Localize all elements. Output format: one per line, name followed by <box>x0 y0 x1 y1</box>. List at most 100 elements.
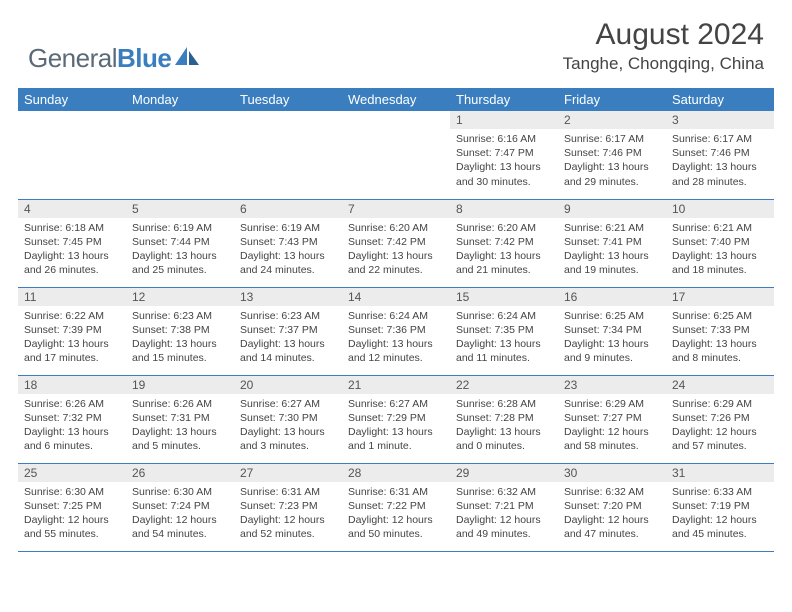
day-number: 1 <box>450 111 558 129</box>
logo-sail-icon <box>175 45 201 72</box>
calendar-cell: 1Sunrise: 6:16 AMSunset: 7:47 PMDaylight… <box>450 111 558 199</box>
calendar-cell: 16Sunrise: 6:25 AMSunset: 7:34 PMDayligh… <box>558 287 666 375</box>
calendar-cell: 25Sunrise: 6:30 AMSunset: 7:25 PMDayligh… <box>18 463 126 551</box>
day-number: 12 <box>126 288 234 306</box>
calendar-cell: 18Sunrise: 6:26 AMSunset: 7:32 PMDayligh… <box>18 375 126 463</box>
calendar-cell <box>126 111 234 199</box>
day-header: Tuesday <box>234 88 342 111</box>
calendar-week-row: 25Sunrise: 6:30 AMSunset: 7:25 PMDayligh… <box>18 463 774 551</box>
day-number: 27 <box>234 464 342 482</box>
calendar-cell: 28Sunrise: 6:31 AMSunset: 7:22 PMDayligh… <box>342 463 450 551</box>
day-number: 19 <box>126 376 234 394</box>
calendar-cell: 7Sunrise: 6:20 AMSunset: 7:42 PMDaylight… <box>342 199 450 287</box>
calendar-cell: 26Sunrise: 6:30 AMSunset: 7:24 PMDayligh… <box>126 463 234 551</box>
calendar-cell: 29Sunrise: 6:32 AMSunset: 7:21 PMDayligh… <box>450 463 558 551</box>
calendar-week-row: 1Sunrise: 6:16 AMSunset: 7:47 PMDaylight… <box>18 111 774 199</box>
day-number: 17 <box>666 288 774 306</box>
day-info: Sunrise: 6:22 AMSunset: 7:39 PMDaylight:… <box>18 306 126 372</box>
day-info: Sunrise: 6:30 AMSunset: 7:24 PMDaylight:… <box>126 482 234 548</box>
day-header: Wednesday <box>342 88 450 111</box>
day-number: 26 <box>126 464 234 482</box>
day-number: 16 <box>558 288 666 306</box>
day-number: 23 <box>558 376 666 394</box>
calendar-cell: 30Sunrise: 6:32 AMSunset: 7:20 PMDayligh… <box>558 463 666 551</box>
calendar-cell: 19Sunrise: 6:26 AMSunset: 7:31 PMDayligh… <box>126 375 234 463</box>
calendar-cell <box>342 111 450 199</box>
calendar-cell: 20Sunrise: 6:27 AMSunset: 7:30 PMDayligh… <box>234 375 342 463</box>
day-header: Monday <box>126 88 234 111</box>
day-info: Sunrise: 6:17 AMSunset: 7:46 PMDaylight:… <box>666 129 774 195</box>
day-number: 29 <box>450 464 558 482</box>
calendar-cell: 8Sunrise: 6:20 AMSunset: 7:42 PMDaylight… <box>450 199 558 287</box>
day-header: Saturday <box>666 88 774 111</box>
day-info: Sunrise: 6:18 AMSunset: 7:45 PMDaylight:… <box>18 218 126 284</box>
day-number: 10 <box>666 200 774 218</box>
calendar-body: 1Sunrise: 6:16 AMSunset: 7:47 PMDaylight… <box>18 111 774 551</box>
calendar-cell: 6Sunrise: 6:19 AMSunset: 7:43 PMDaylight… <box>234 199 342 287</box>
calendar-head: SundayMondayTuesdayWednesdayThursdayFrid… <box>18 88 774 111</box>
day-number: 3 <box>666 111 774 129</box>
day-number: 20 <box>234 376 342 394</box>
calendar-cell: 5Sunrise: 6:19 AMSunset: 7:44 PMDaylight… <box>126 199 234 287</box>
day-header-row: SundayMondayTuesdayWednesdayThursdayFrid… <box>18 88 774 111</box>
day-info: Sunrise: 6:16 AMSunset: 7:47 PMDaylight:… <box>450 129 558 195</box>
day-number: 4 <box>18 200 126 218</box>
logo-word-2: Blue <box>117 43 171 73</box>
day-info: Sunrise: 6:28 AMSunset: 7:28 PMDaylight:… <box>450 394 558 460</box>
calendar-cell: 13Sunrise: 6:23 AMSunset: 7:37 PMDayligh… <box>234 287 342 375</box>
calendar-cell: 10Sunrise: 6:21 AMSunset: 7:40 PMDayligh… <box>666 199 774 287</box>
calendar-week-row: 4Sunrise: 6:18 AMSunset: 7:45 PMDaylight… <box>18 199 774 287</box>
day-info: Sunrise: 6:23 AMSunset: 7:37 PMDaylight:… <box>234 306 342 372</box>
day-number: 25 <box>18 464 126 482</box>
calendar-cell <box>234 111 342 199</box>
calendar-cell: 4Sunrise: 6:18 AMSunset: 7:45 PMDaylight… <box>18 199 126 287</box>
day-info: Sunrise: 6:24 AMSunset: 7:36 PMDaylight:… <box>342 306 450 372</box>
logo-text: GeneralBlue <box>28 43 171 74</box>
calendar-cell: 3Sunrise: 6:17 AMSunset: 7:46 PMDaylight… <box>666 111 774 199</box>
day-info: Sunrise: 6:26 AMSunset: 7:31 PMDaylight:… <box>126 394 234 460</box>
day-header: Friday <box>558 88 666 111</box>
day-number: 9 <box>558 200 666 218</box>
day-info: Sunrise: 6:32 AMSunset: 7:20 PMDaylight:… <box>558 482 666 548</box>
day-number: 7 <box>342 200 450 218</box>
calendar-cell: 15Sunrise: 6:24 AMSunset: 7:35 PMDayligh… <box>450 287 558 375</box>
day-number: 6 <box>234 200 342 218</box>
page-header: GeneralBlue August 2024 Tanghe, Chongqin… <box>0 0 792 82</box>
day-header: Sunday <box>18 88 126 111</box>
calendar-cell: 31Sunrise: 6:33 AMSunset: 7:19 PMDayligh… <box>666 463 774 551</box>
day-info: Sunrise: 6:17 AMSunset: 7:46 PMDaylight:… <box>558 129 666 195</box>
day-info: Sunrise: 6:23 AMSunset: 7:38 PMDaylight:… <box>126 306 234 372</box>
day-info: Sunrise: 6:19 AMSunset: 7:43 PMDaylight:… <box>234 218 342 284</box>
day-info: Sunrise: 6:20 AMSunset: 7:42 PMDaylight:… <box>342 218 450 284</box>
calendar-week-row: 11Sunrise: 6:22 AMSunset: 7:39 PMDayligh… <box>18 287 774 375</box>
day-number: 8 <box>450 200 558 218</box>
day-info: Sunrise: 6:32 AMSunset: 7:21 PMDaylight:… <box>450 482 558 548</box>
day-number: 15 <box>450 288 558 306</box>
calendar-cell: 12Sunrise: 6:23 AMSunset: 7:38 PMDayligh… <box>126 287 234 375</box>
day-info: Sunrise: 6:29 AMSunset: 7:26 PMDaylight:… <box>666 394 774 460</box>
calendar-cell: 9Sunrise: 6:21 AMSunset: 7:41 PMDaylight… <box>558 199 666 287</box>
month-title: August 2024 <box>563 18 764 52</box>
calendar-cell: 24Sunrise: 6:29 AMSunset: 7:26 PMDayligh… <box>666 375 774 463</box>
day-info: Sunrise: 6:25 AMSunset: 7:34 PMDaylight:… <box>558 306 666 372</box>
day-info: Sunrise: 6:31 AMSunset: 7:22 PMDaylight:… <box>342 482 450 548</box>
logo-word-1: General <box>28 43 117 73</box>
day-info: Sunrise: 6:21 AMSunset: 7:40 PMDaylight:… <box>666 218 774 284</box>
day-number: 28 <box>342 464 450 482</box>
calendar-cell: 21Sunrise: 6:27 AMSunset: 7:29 PMDayligh… <box>342 375 450 463</box>
day-header: Thursday <box>450 88 558 111</box>
calendar-cell <box>18 111 126 199</box>
calendar-cell: 2Sunrise: 6:17 AMSunset: 7:46 PMDaylight… <box>558 111 666 199</box>
day-info: Sunrise: 6:24 AMSunset: 7:35 PMDaylight:… <box>450 306 558 372</box>
day-number: 2 <box>558 111 666 129</box>
day-number: 31 <box>666 464 774 482</box>
day-info: Sunrise: 6:21 AMSunset: 7:41 PMDaylight:… <box>558 218 666 284</box>
day-info: Sunrise: 6:27 AMSunset: 7:29 PMDaylight:… <box>342 394 450 460</box>
day-info: Sunrise: 6:19 AMSunset: 7:44 PMDaylight:… <box>126 218 234 284</box>
day-info: Sunrise: 6:31 AMSunset: 7:23 PMDaylight:… <box>234 482 342 548</box>
day-number: 30 <box>558 464 666 482</box>
day-number: 21 <box>342 376 450 394</box>
day-info: Sunrise: 6:25 AMSunset: 7:33 PMDaylight:… <box>666 306 774 372</box>
day-info: Sunrise: 6:29 AMSunset: 7:27 PMDaylight:… <box>558 394 666 460</box>
title-block: August 2024 Tanghe, Chongqing, China <box>563 18 764 74</box>
